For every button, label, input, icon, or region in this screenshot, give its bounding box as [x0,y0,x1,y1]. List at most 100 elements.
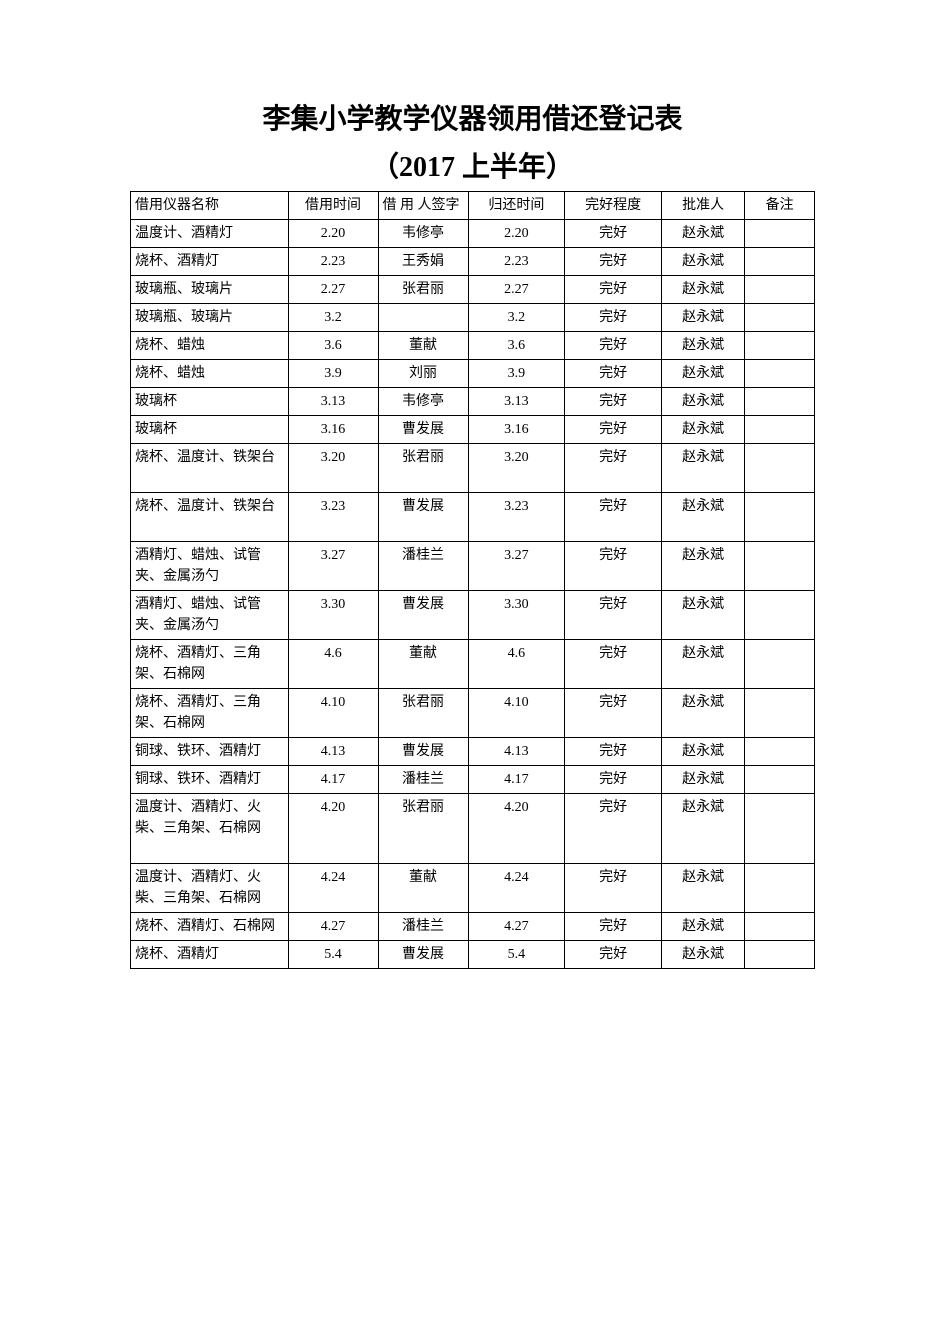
cell-remark [745,794,815,864]
table-row: 玻璃瓶、玻璃片2.27张君丽2.27完好赵永斌 [131,276,815,304]
cell-remark [745,738,815,766]
cell-item: 烧杯、酒精灯、三角架、石棉网 [131,689,289,738]
cell-item: 烧杯、酒精灯 [131,941,289,969]
table-row: 玻璃杯3.13韦修亭3.13完好赵永斌 [131,388,815,416]
cell-item: 烧杯、蜡烛 [131,332,289,360]
cell-return-time: 4.13 [468,738,565,766]
table-header-row: 借用仪器名称 借用时间 借 用 人签字 归还时间 完好程度 批准人 备注 [131,192,815,220]
cell-borrower: 韦修亭 [378,388,468,416]
cell-borrower: 潘桂兰 [378,542,468,591]
col-header-remark: 备注 [745,192,815,220]
table-row: 温度计、酒精灯2.20韦修亭2.20完好赵永斌 [131,220,815,248]
cell-return-time: 4.17 [468,766,565,794]
cell-condition: 完好 [565,493,662,542]
cell-item: 烧杯、酒精灯、三角架、石棉网 [131,640,289,689]
cell-borrower: 潘桂兰 [378,766,468,794]
cell-remark [745,276,815,304]
cell-approver: 赵永斌 [662,794,745,864]
cell-borrower: 张君丽 [378,444,468,493]
cell-borrower: 曹发展 [378,941,468,969]
cell-remark [745,689,815,738]
cell-approver: 赵永斌 [662,766,745,794]
cell-return-time: 4.20 [468,794,565,864]
cell-approver: 赵永斌 [662,542,745,591]
cell-item: 烧杯、温度计、铁架台 [131,444,289,493]
cell-remark [745,220,815,248]
table-row: 烧杯、酒精灯、三角架、石棉网4.6董献4.6完好赵永斌 [131,640,815,689]
cell-remark [745,640,815,689]
cell-remark [745,941,815,969]
cell-item: 玻璃杯 [131,416,289,444]
cell-borrow-time: 3.23 [288,493,378,542]
cell-borrower [378,304,468,332]
table-row: 酒精灯、蜡烛、试管夹、金属汤勺3.30曹发展3.30完好赵永斌 [131,591,815,640]
cell-borrow-time: 4.17 [288,766,378,794]
cell-item: 烧杯、酒精灯 [131,248,289,276]
page-title: 李集小学教学仪器领用借还登记表 [130,100,815,139]
cell-remark [745,542,815,591]
cell-condition: 完好 [565,794,662,864]
cell-item: 酒精灯、蜡烛、试管夹、金属汤勺 [131,542,289,591]
col-header-borrow-time: 借用时间 [288,192,378,220]
cell-condition: 完好 [565,444,662,493]
table-row: 铜球、铁环、酒精灯4.17潘桂兰4.17完好赵永斌 [131,766,815,794]
cell-borrow-time: 2.27 [288,276,378,304]
cell-borrow-time: 2.20 [288,220,378,248]
cell-return-time: 3.23 [468,493,565,542]
cell-remark [745,248,815,276]
col-header-condition: 完好程度 [565,192,662,220]
cell-condition: 完好 [565,591,662,640]
cell-return-time: 3.13 [468,388,565,416]
cell-condition: 完好 [565,766,662,794]
cell-borrow-time: 3.13 [288,388,378,416]
table-row: 铜球、铁环、酒精灯4.13曹发展4.13完好赵永斌 [131,738,815,766]
cell-return-time: 3.9 [468,360,565,388]
cell-borrow-time: 4.6 [288,640,378,689]
cell-borrow-time: 3.9 [288,360,378,388]
cell-borrower: 曹发展 [378,416,468,444]
cell-item: 玻璃瓶、玻璃片 [131,276,289,304]
cell-borrower: 董献 [378,864,468,913]
table-row: 烧杯、酒精灯5.4曹发展5.4完好赵永斌 [131,941,815,969]
cell-approver: 赵永斌 [662,689,745,738]
cell-approver: 赵永斌 [662,444,745,493]
cell-borrow-time: 3.20 [288,444,378,493]
cell-borrow-time: 3.27 [288,542,378,591]
cell-borrower: 董献 [378,640,468,689]
cell-remark [745,388,815,416]
cell-return-time: 3.16 [468,416,565,444]
cell-approver: 赵永斌 [662,591,745,640]
table-row: 玻璃瓶、玻璃片3.23.2完好赵永斌 [131,304,815,332]
cell-condition: 完好 [565,416,662,444]
cell-item: 烧杯、蜡烛 [131,360,289,388]
cell-condition: 完好 [565,738,662,766]
cell-return-time: 4.10 [468,689,565,738]
cell-return-time: 3.27 [468,542,565,591]
table-body: 温度计、酒精灯2.20韦修亭2.20完好赵永斌烧杯、酒精灯2.23王秀娟2.23… [131,220,815,969]
cell-condition: 完好 [565,360,662,388]
cell-condition: 完好 [565,640,662,689]
cell-borrow-time: 4.10 [288,689,378,738]
cell-approver: 赵永斌 [662,913,745,941]
cell-condition: 完好 [565,248,662,276]
cell-item: 玻璃瓶、玻璃片 [131,304,289,332]
cell-condition: 完好 [565,913,662,941]
cell-approver: 赵永斌 [662,220,745,248]
cell-remark [745,444,815,493]
cell-remark [745,493,815,542]
cell-return-time: 4.27 [468,913,565,941]
cell-borrower: 刘丽 [378,360,468,388]
cell-condition: 完好 [565,864,662,913]
cell-approver: 赵永斌 [662,738,745,766]
table-row: 酒精灯、蜡烛、试管夹、金属汤勺3.27潘桂兰3.27完好赵永斌 [131,542,815,591]
cell-approver: 赵永斌 [662,248,745,276]
cell-borrow-time: 5.4 [288,941,378,969]
cell-item: 温度计、酒精灯 [131,220,289,248]
cell-approver: 赵永斌 [662,276,745,304]
cell-return-time: 4.24 [468,864,565,913]
table-row: 烧杯、酒精灯、石棉网4.27潘桂兰4.27完好赵永斌 [131,913,815,941]
cell-remark [745,332,815,360]
table-row: 温度计、酒精灯、火柴、三角架、石棉网4.20张君丽4.20完好赵永斌 [131,794,815,864]
col-header-borrower: 借 用 人签字 [378,192,468,220]
table-row: 烧杯、酒精灯2.23王秀娟2.23完好赵永斌 [131,248,815,276]
